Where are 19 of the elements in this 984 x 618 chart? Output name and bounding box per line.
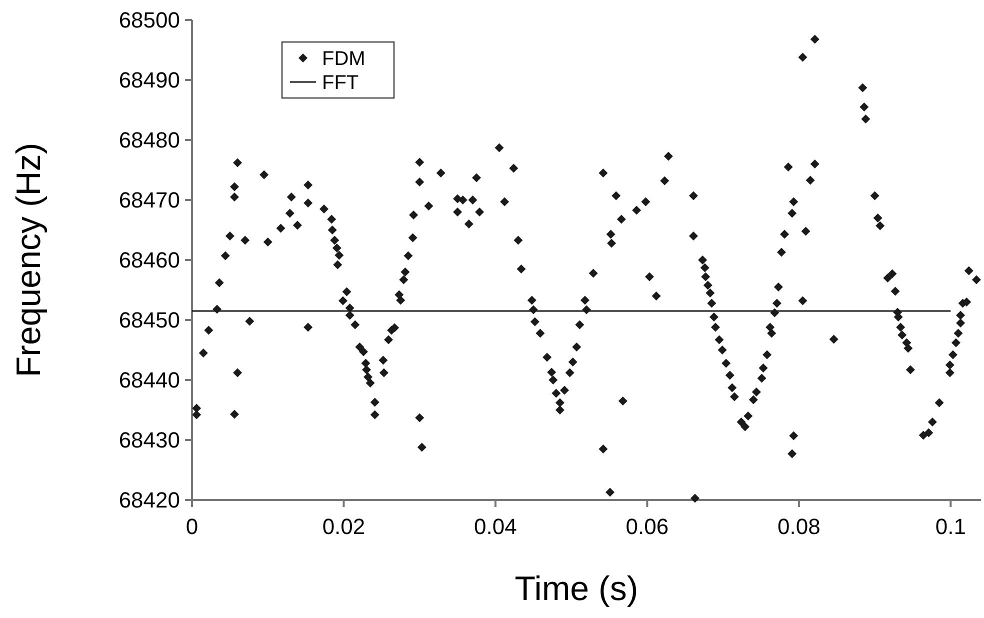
y-tick-label: 68440 [118,368,180,393]
y-tick-label: 68500 [118,8,180,33]
x-tick-label: 0.02 [322,514,366,539]
x-tick-label: 0.06 [626,514,669,539]
y-tick-label: 68490 [118,68,180,93]
legend-label: FFT [322,72,359,94]
y-tick-label: 68480 [118,128,180,153]
x-tick-label: 0.1 [935,514,966,539]
y-tick-label: 68460 [118,248,180,273]
x-tick-label: 0.04 [474,514,517,539]
x-axis-title: Time (s) [514,570,638,608]
legend-label: FDM [322,48,366,70]
y-tick-label: 68420 [118,488,180,513]
y-tick-label: 68450 [118,308,180,333]
y-tick-label: 68470 [118,188,180,213]
y-axis-title: Frequency (Hz) [10,142,48,378]
x-tick-label: 0 [186,514,198,539]
x-tick-label: 0.08 [778,514,820,539]
y-tick-label: 68430 [118,428,180,453]
